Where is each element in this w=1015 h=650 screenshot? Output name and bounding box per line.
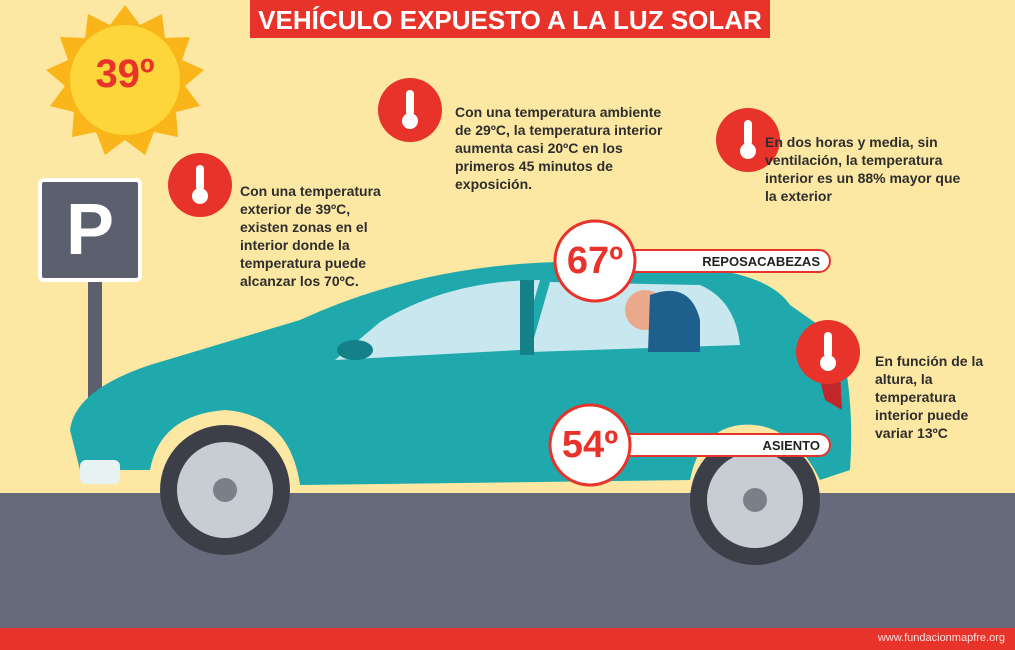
infographic: VEHÍCULO EXPUESTO A LA LUZ SOLAR 39º P C… (0, 0, 1015, 650)
badge-value: 67º (553, 240, 637, 283)
note: Con una temperatura exterior de 39ºC, ex… (240, 182, 390, 290)
title: VEHÍCULO EXPUESTO A LA LUZ SOLAR (250, 0, 770, 38)
footer-url: www.fundacionmapfre.org (878, 632, 1005, 644)
badge-label: ASIENTO (640, 438, 820, 453)
sun-temperature: 39º (75, 52, 175, 97)
note: Con una temperatura ambiente de 29ºC, la… (455, 103, 675, 193)
footer-bar (0, 628, 1015, 650)
parking-letter: P (40, 180, 140, 280)
note: En función de la altura, la temperatura … (875, 352, 995, 442)
artwork (0, 0, 1015, 650)
badge-label: REPOSACABEZAS (640, 254, 820, 269)
badge-value: 54º (548, 424, 632, 467)
note: En dos horas y media, sin ventilación, l… (765, 133, 975, 205)
road (0, 493, 1015, 628)
